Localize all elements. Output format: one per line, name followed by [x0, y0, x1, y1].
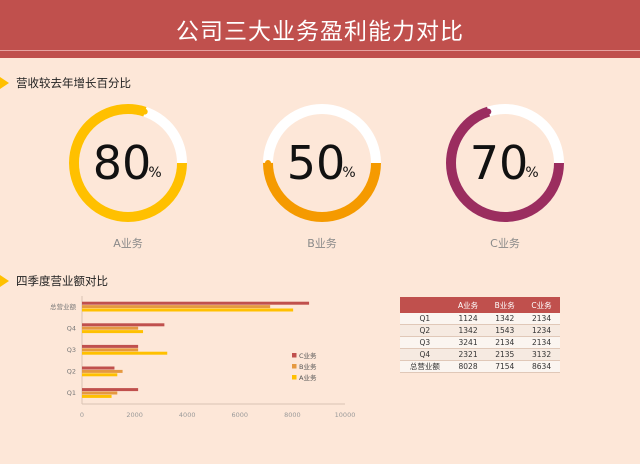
table-header-cell: A业务	[449, 297, 487, 313]
table-cell: 3132	[523, 348, 560, 361]
table-cell: 8634	[523, 360, 560, 373]
bar	[82, 323, 165, 327]
table-cell: 3241	[449, 336, 487, 349]
table-cell: 1543	[486, 324, 524, 337]
table-cell: 1234	[523, 324, 560, 337]
bar	[82, 301, 310, 305]
legend-swatch	[292, 353, 297, 358]
header-divider	[0, 50, 640, 51]
legend-label: B业务	[299, 362, 317, 371]
bar	[82, 391, 118, 395]
table-cell: Q4	[400, 348, 450, 361]
table-cell: 1124	[449, 313, 487, 325]
ring-progress-arc	[446, 104, 564, 222]
bar	[82, 348, 139, 352]
quarterly-bar-chart: 0 2000 4000 6000 8000 10000 Q1 Q2 Q3 Q4 总营业额 C业务 B业务…	[50, 296, 356, 419]
table-row: Q3 3241 2134 2134	[400, 336, 560, 349]
bar	[82, 344, 139, 348]
legend-swatch	[292, 364, 297, 369]
table-row: Q1 1124 1342 2134	[400, 313, 560, 325]
table-cell: 2321	[449, 348, 487, 361]
table-row: Q4 2321 2135 3132	[400, 348, 560, 361]
table-cell: 总营业额	[400, 360, 450, 373]
table-cell: Q1	[400, 313, 450, 325]
x-tick-label: 4000	[179, 411, 196, 419]
table-cell: 2135	[486, 348, 524, 361]
x-tick-label: 10000	[335, 411, 356, 419]
ring-value: 50	[287, 136, 346, 190]
legend-swatch	[292, 375, 297, 380]
table-cell: 2134	[523, 336, 560, 349]
table-header-cell: C业务	[523, 297, 560, 313]
ring-unit: %	[148, 165, 161, 181]
table-cell: 1342	[486, 313, 524, 325]
y-tick-label: Q2	[67, 368, 76, 376]
x-tick-label: 0	[80, 411, 84, 419]
table-cell: Q2	[400, 324, 450, 337]
legend-label: C业务	[299, 351, 317, 360]
y-tick-label: Q1	[67, 389, 76, 397]
bar	[82, 330, 144, 334]
y-tick-label: Q3	[67, 346, 76, 354]
table-cell: 1342	[449, 324, 487, 337]
section-title-growth: 营收较去年增长百分比	[16, 76, 131, 90]
table-row: 总营业额 8028 7154 8634	[400, 360, 560, 373]
bar	[82, 351, 168, 355]
bar	[82, 369, 123, 373]
ring-label: C业务	[490, 237, 520, 250]
bar	[82, 388, 139, 392]
ring-value: 70	[470, 136, 529, 190]
x-tick-label: 2000	[126, 411, 143, 419]
ring-label: A业务	[113, 237, 143, 250]
ring-label: B业务	[307, 237, 337, 250]
table-cell: 7154	[486, 360, 524, 373]
section-title-quarterly: 四季度营业额对比	[16, 274, 108, 288]
x-tick-label: 6000	[232, 411, 249, 419]
bar	[82, 308, 294, 312]
table-row: Q2 1342 1543 1234	[400, 324, 560, 337]
ring-end-dot	[485, 108, 492, 115]
table-header-cell	[400, 297, 450, 313]
legend-label: A业务	[299, 373, 317, 382]
table-cell: Q3	[400, 336, 450, 349]
bar	[82, 373, 118, 377]
growth-rings: 80% 50% 70%	[69, 104, 564, 222]
ring-unit: %	[525, 165, 538, 181]
ring-end-dot	[141, 108, 148, 115]
ring-value: 80	[93, 136, 152, 190]
table-header-cell: B业务	[486, 297, 524, 313]
bar	[82, 326, 139, 330]
section-marker-icon	[0, 77, 9, 89]
y-tick-label: Q4	[67, 324, 76, 332]
ring-unit: %	[342, 165, 355, 181]
ring-end-dot	[265, 160, 271, 166]
y-tick-label: 总营业额	[50, 302, 77, 311]
revenue-table: A业务 B业务 C业务 Q1 1124 1342 2134 Q2 1342 1543 1234 Q3…	[400, 297, 560, 373]
ring-progress-arc	[69, 104, 187, 222]
table-cell: 8028	[449, 360, 487, 373]
bar	[82, 366, 115, 370]
x-tick-label: 8000	[284, 411, 301, 419]
table-cell: 2134	[486, 336, 524, 349]
header-banner	[0, 0, 640, 58]
section-marker-icon	[0, 275, 9, 287]
bar	[82, 305, 271, 309]
page-title: 公司三大业务盈利能力对比	[176, 19, 464, 45]
table-cell: 2134	[523, 313, 560, 325]
bar	[82, 394, 112, 398]
